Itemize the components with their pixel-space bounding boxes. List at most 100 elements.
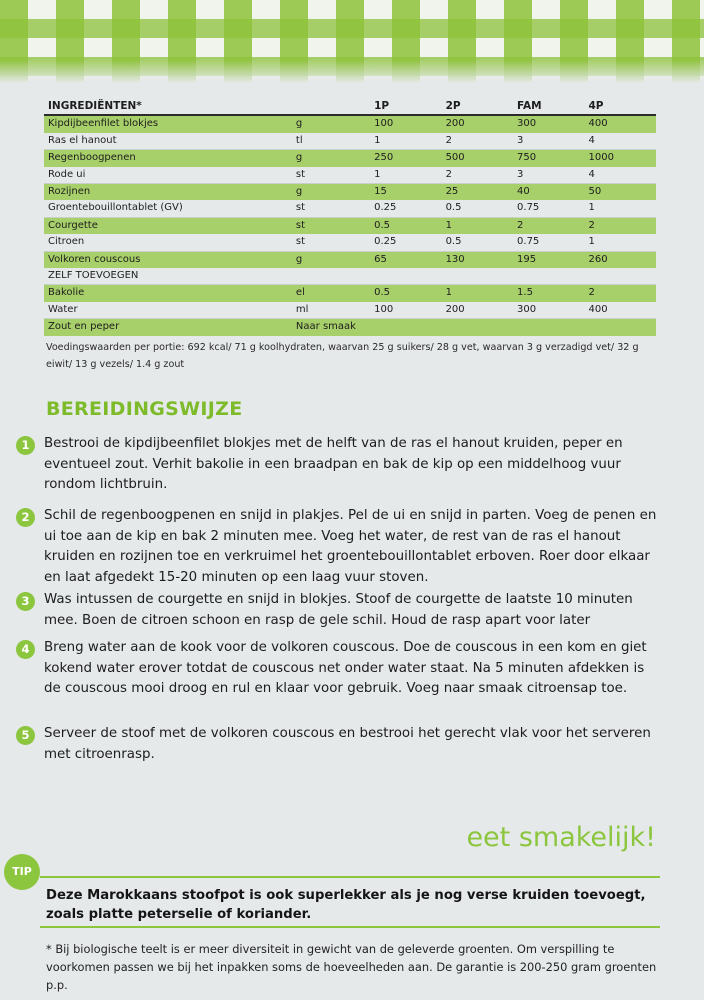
qty-4p: 50	[584, 183, 656, 201]
qty-2p: 1	[441, 217, 514, 235]
tip-badge: TIP	[4, 854, 40, 890]
qty-4p: 400	[584, 301, 656, 320]
qty-1p: 0.25	[370, 200, 442, 218]
ingredient-row: ZELF TOEVOEGEN	[44, 268, 656, 286]
qty-1p	[370, 268, 442, 286]
qty-4p: 1000	[584, 149, 656, 167]
step-number-badge: 4	[16, 640, 35, 659]
ingredient-name: Kipdijbeenfilet blokjes	[44, 115, 292, 133]
ingredient-row: Water ml 100 200 300 400	[44, 301, 656, 320]
qty-fam: 1.5	[513, 284, 585, 302]
qty-1p: 1	[370, 166, 442, 185]
ingredient-name: Regenboogpenen	[44, 149, 292, 167]
qty-fam: 300	[513, 115, 585, 133]
qty-fam: 40	[513, 183, 585, 201]
ingredient-row: Zout en peper Naar smaak	[44, 318, 656, 336]
ingredient-row: Rode ui st 1 2 3 4	[44, 166, 656, 185]
tip-text: Deze Marokkaans stoofpot is ook superlek…	[46, 888, 646, 922]
ingredient-unit: g	[291, 183, 371, 201]
sign-off-text: eet smakelijk!	[466, 822, 656, 853]
ingredient-unit: st	[291, 217, 371, 235]
qty-2p: 25	[441, 183, 514, 201]
qty-4p: 400	[584, 115, 656, 133]
ingredient-row: Courgette st 0.5 1 2 2	[44, 217, 656, 235]
header-ingredients: INGREDIËNTEN*	[44, 98, 292, 117]
section-heading: BEREIDINGSWIJZE	[46, 398, 243, 420]
ingredient-row: Ras el hanout tl 1 2 3 4	[44, 132, 656, 151]
qty-4p: 4	[584, 166, 656, 185]
qty-1p: 250	[370, 149, 442, 167]
step-text: Was intussen de courgette en snijd in bl…	[44, 592, 633, 628]
ingredient-name: Rode ui	[44, 166, 292, 185]
ingredient-unit: el	[291, 284, 371, 302]
tip-divider-top	[40, 876, 660, 878]
ingredients-header-row: INGREDIËNTEN* 1P 2P FAM 4P	[44, 98, 656, 117]
qty-fam: 3	[513, 132, 585, 151]
qty-fam: 300	[513, 301, 585, 320]
qty-2p	[441, 268, 514, 286]
qty-1p: 0.5	[370, 217, 442, 235]
ingredient-unit: st	[291, 200, 371, 218]
ingredient-row: Kipdijbeenfilet blokjes g 100 200 300 400	[44, 115, 656, 133]
header-1p: 1P	[370, 98, 442, 117]
header-unit	[291, 98, 371, 117]
header-fade	[0, 60, 704, 88]
qty-fam: 750	[513, 149, 585, 167]
qty-4p	[584, 318, 656, 336]
qty-fam: 195	[513, 251, 585, 269]
ingredient-unit: st	[291, 166, 371, 185]
qty-1p: 65	[370, 251, 442, 269]
ingredient-row: Volkoren couscous g 65 130 195 260	[44, 251, 656, 269]
qty-2p: 130	[441, 251, 514, 269]
ingredients-body: Kipdijbeenfilet blokjes g 100 200 300 400 Ras …	[44, 115, 656, 336]
qty-1p: 100	[370, 301, 442, 320]
qty-2p: 200	[441, 115, 514, 133]
qty-2p: 0.5	[441, 234, 514, 252]
qty-2p: 500	[441, 149, 514, 167]
qty-2p: 0.5	[441, 200, 514, 218]
qty-4p: 1	[584, 200, 656, 218]
ingredient-unit: g	[291, 149, 371, 167]
qty-4p: 1	[584, 234, 656, 252]
ingredient-name: Volkoren couscous	[44, 251, 292, 269]
ingredient-unit: g	[291, 115, 371, 133]
qty-4p: 2	[584, 284, 656, 302]
ingredient-unit	[291, 268, 371, 286]
step-number-badge: 1	[16, 436, 35, 455]
header-2p: 2P	[441, 98, 514, 117]
ingredient-unit: Naar smaak	[291, 318, 371, 336]
ingredient-row: Groentebouillontablet (GV) st 0.25 0.5 0.75 1	[44, 200, 656, 218]
qty-2p	[441, 318, 514, 336]
ingredient-name: Groentebouillontablet (GV)	[44, 200, 292, 218]
step-text: Bestrooi de kipdijbeenfilet blokjes met …	[44, 436, 623, 492]
step-text: Serveer de stoof met de volkoren couscou…	[44, 726, 651, 762]
ingredient-name: Ras el hanout	[44, 132, 292, 151]
step-text: Breng water aan de kook voor de volkoren…	[44, 640, 647, 696]
ingredient-row: Bakolie el 0.5 1 1.5 2	[44, 284, 656, 302]
qty-4p	[584, 268, 656, 286]
ingredient-name: Bakolie	[44, 284, 292, 302]
qty-fam: 2	[513, 217, 585, 235]
ingredient-name: Water	[44, 301, 292, 320]
ingredient-name: Zout en peper	[44, 318, 292, 336]
ingredient-name: ZELF TOEVOEGEN	[44, 268, 292, 286]
qty-2p: 1	[441, 284, 514, 302]
ingredient-row: Regenboogpenen g 250 500 750 1000	[44, 149, 656, 167]
qty-1p	[370, 318, 442, 336]
nutrition-info: Voedingswaarden per portie: 692 kcal/ 71…	[46, 342, 639, 370]
ingredient-row: Rozijnen g 15 25 40 50	[44, 183, 656, 201]
ingredient-name: Citroen	[44, 234, 292, 252]
footnote: * Bij biologische teelt is er meer diver…	[46, 942, 657, 992]
qty-fam	[513, 268, 585, 286]
ingredient-name: Courgette	[44, 217, 292, 235]
tip-divider-bottom	[40, 926, 660, 928]
qty-fam	[513, 318, 585, 336]
qty-1p: 0.25	[370, 234, 442, 252]
step-number-badge: 2	[16, 508, 35, 527]
ingredient-unit: st	[291, 234, 371, 252]
qty-1p: 100	[370, 115, 442, 133]
qty-2p: 200	[441, 301, 514, 320]
qty-1p: 1	[370, 132, 442, 151]
ingredient-name: Rozijnen	[44, 183, 292, 201]
qty-2p: 2	[441, 132, 514, 151]
